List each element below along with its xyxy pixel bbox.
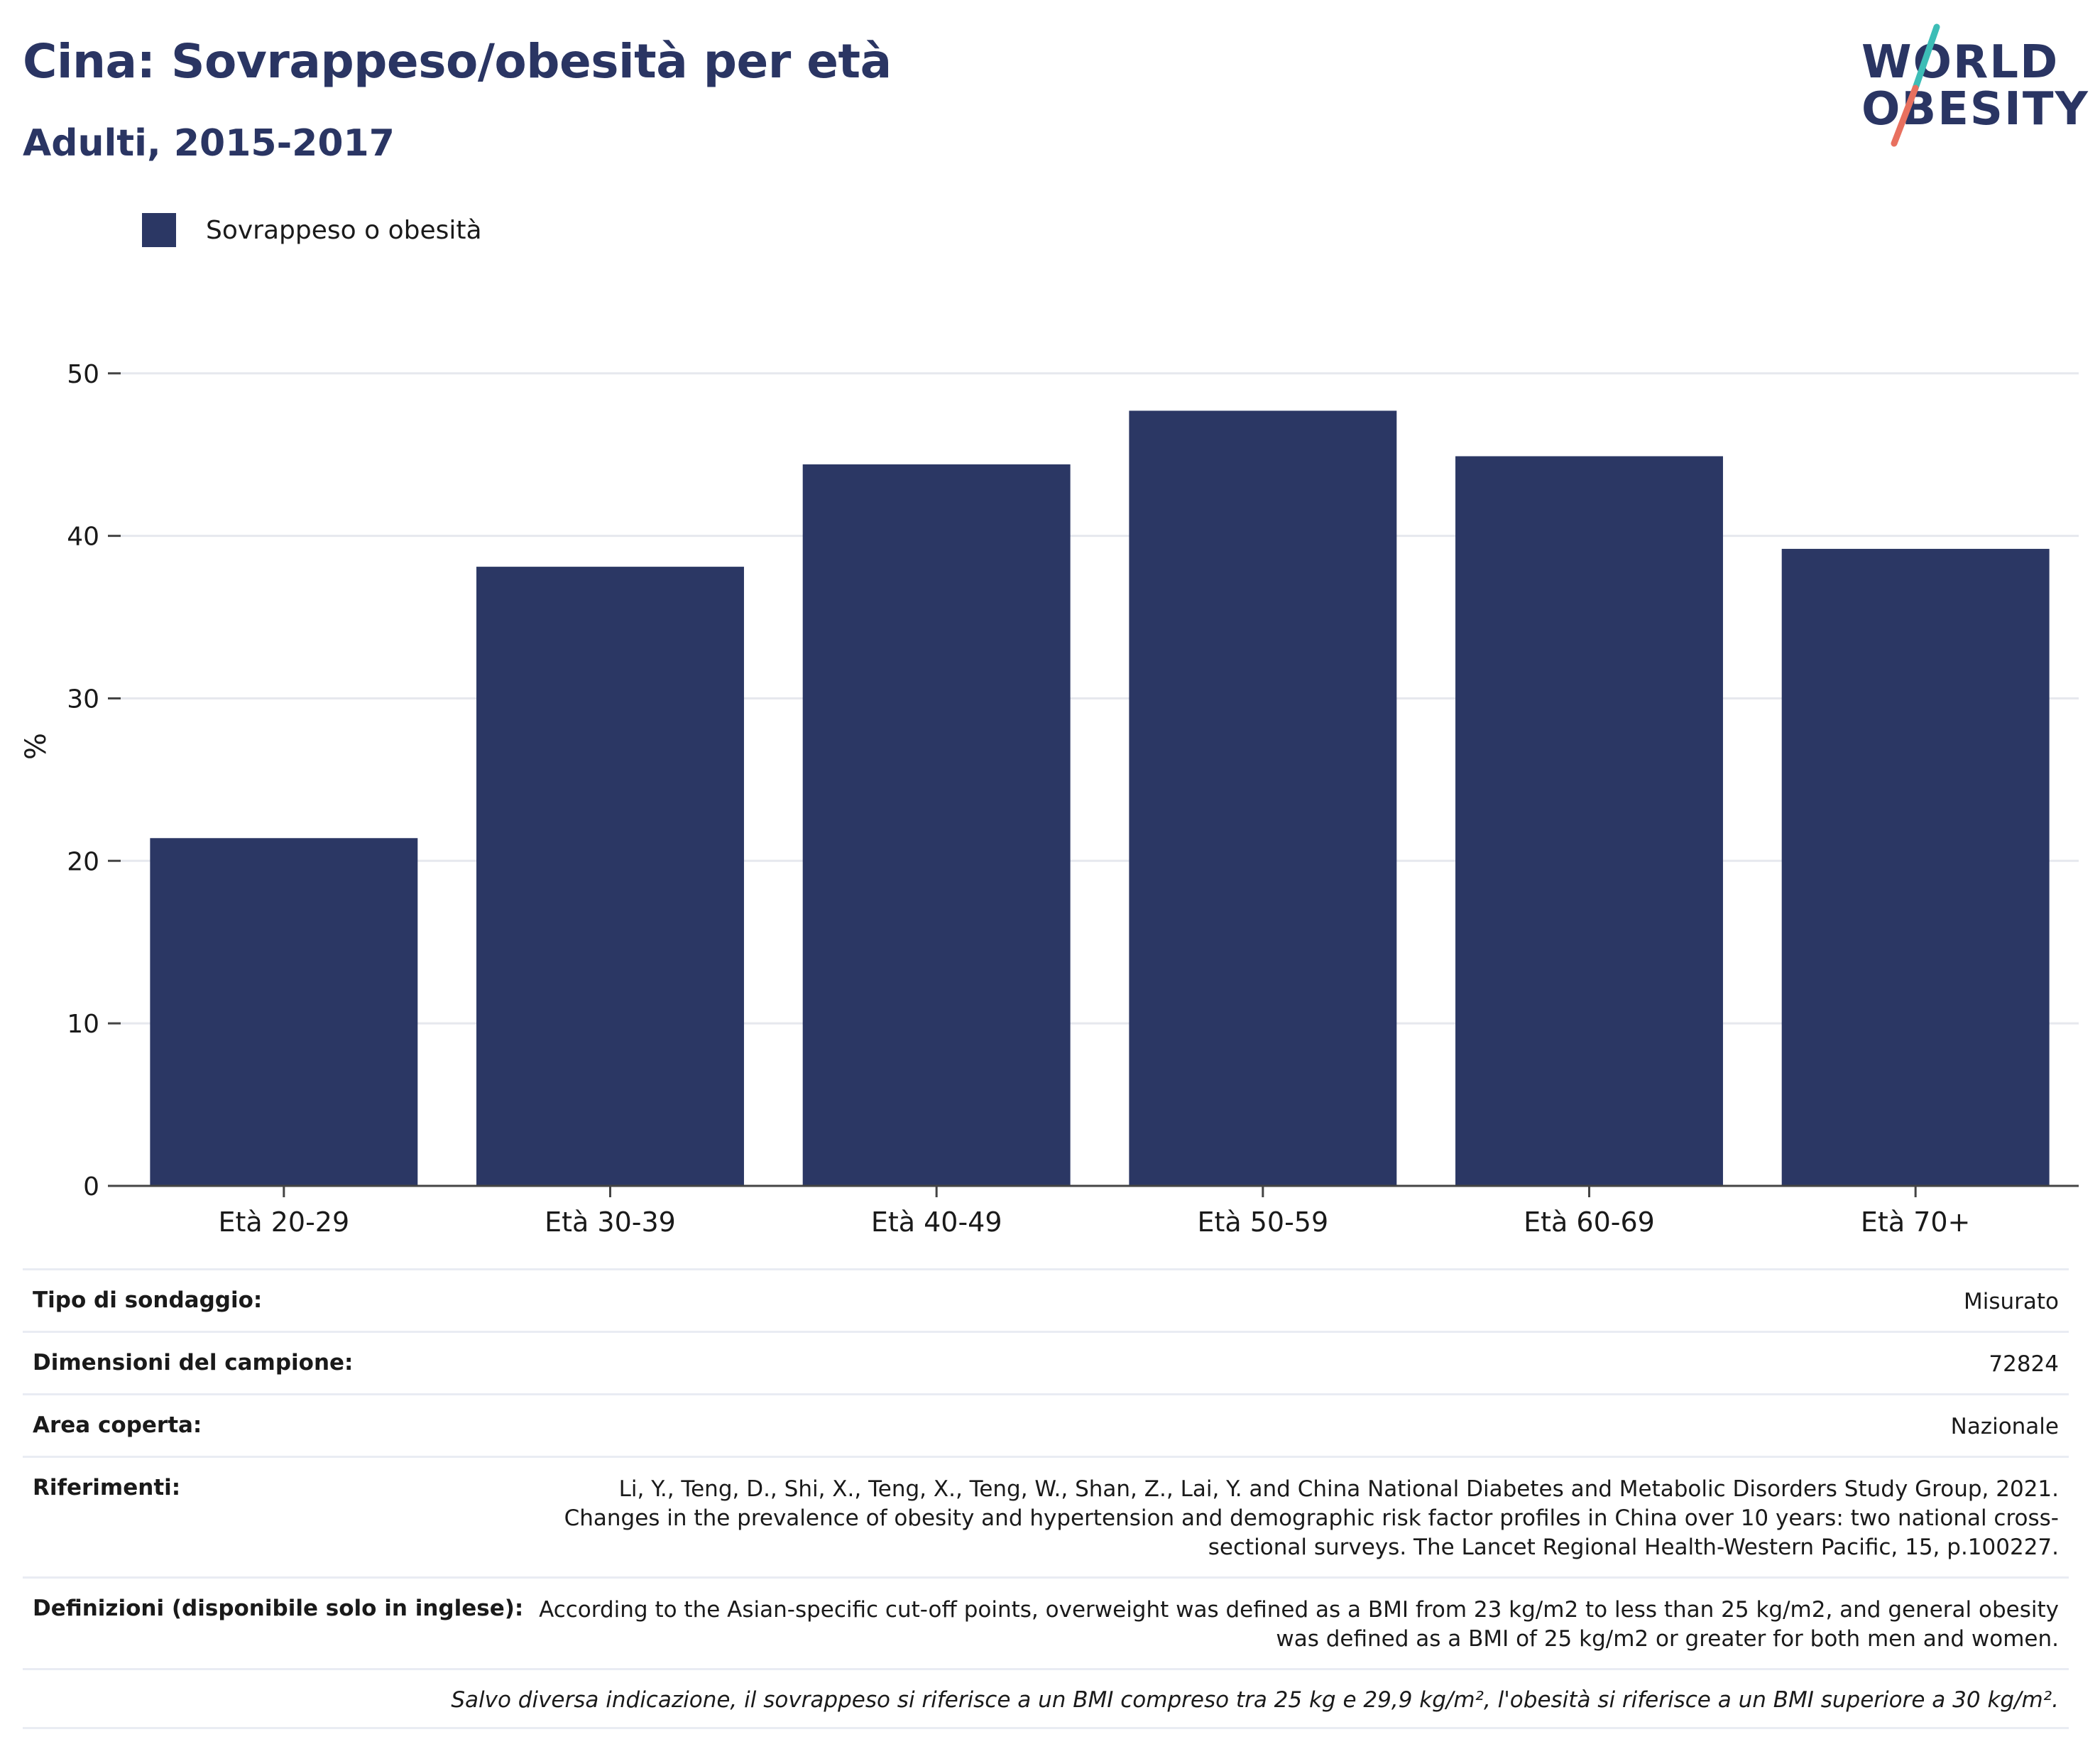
legend-swatch <box>142 213 176 247</box>
logo-line-1: WORLD <box>1861 36 2060 89</box>
chart-legend: Sovrappeso o obesità <box>142 213 482 247</box>
info-row-definitions: Definizioni (disponibile solo in inglese… <box>23 1576 2069 1668</box>
info-row-references: Riferimenti: Li, Y., Teng, D., Shi, X., … <box>23 1456 2069 1576</box>
y-axis-title: % <box>20 732 53 760</box>
info-value: Li, Y., Teng, D., Shi, X., Teng, X., Ten… <box>564 1476 2059 1560</box>
info-value: Nazionale <box>1950 1414 2059 1439</box>
chart-subtitle: Adulti, 2015-2017 <box>23 122 395 165</box>
info-key: Area coperta: <box>33 1412 202 1438</box>
x-tick-label: Età 70+ <box>1861 1206 1970 1238</box>
bar <box>150 838 418 1186</box>
y-tick-label: 50 <box>67 360 99 389</box>
info-value: Misurato <box>1963 1289 2059 1314</box>
bar <box>1455 456 1723 1187</box>
info-key: Tipo di sondaggio: <box>33 1287 263 1313</box>
info-row-sample-size: Dimensioni del campione: 72824 <box>23 1331 2069 1393</box>
x-tick-label: Età 60-69 <box>1524 1206 1655 1238</box>
info-table: Tipo di sondaggio: Misurato Dimensioni d… <box>23 1268 2069 1729</box>
y-tick-label: 20 <box>67 847 99 876</box>
info-row-survey-type: Tipo di sondaggio: Misurato <box>23 1268 2069 1331</box>
bar <box>1781 548 2050 1186</box>
x-tick-label: Età 20-29 <box>218 1206 349 1238</box>
bar <box>802 464 1071 1186</box>
bmi-note: Salvo diversa indicazione, il sovrappeso… <box>23 1668 2069 1729</box>
world-obesity-logo: WORLD OBESITY <box>1853 21 2088 149</box>
y-tick-label: 0 <box>83 1172 99 1202</box>
x-tick-label: Età 50-59 <box>1197 1206 1328 1238</box>
x-tick-label: Età 30-39 <box>545 1206 676 1238</box>
logo-slash-icon <box>1891 23 1940 147</box>
x-tick-label: Età 40-49 <box>871 1206 1002 1238</box>
bar <box>1129 410 1397 1186</box>
info-key: Riferimenti: <box>33 1475 181 1500</box>
chart-title: Cina: Sovrappeso/obesità per età <box>23 34 892 89</box>
info-key: Dimensioni del campione: <box>33 1350 354 1375</box>
y-tick-label: 10 <box>67 1010 99 1039</box>
y-tick-label: 40 <box>67 523 99 552</box>
legend-label: Sovrappeso o obesità <box>206 215 482 245</box>
info-value: 72824 <box>1989 1351 2059 1377</box>
bar <box>476 567 744 1186</box>
bar-chart: 0 10 20 30 40 50 Età 20-29 Età 30-39 Età 40-49 Et… <box>67 360 2079 1238</box>
info-key: Definizioni (disponibile solo in inglese… <box>33 1596 524 1621</box>
info-value: According to the Asian-specific cut-off … <box>539 1597 2059 1652</box>
info-row-area: Area coperta: Nazionale <box>23 1393 2069 1456</box>
y-tick-label: 30 <box>67 685 99 714</box>
